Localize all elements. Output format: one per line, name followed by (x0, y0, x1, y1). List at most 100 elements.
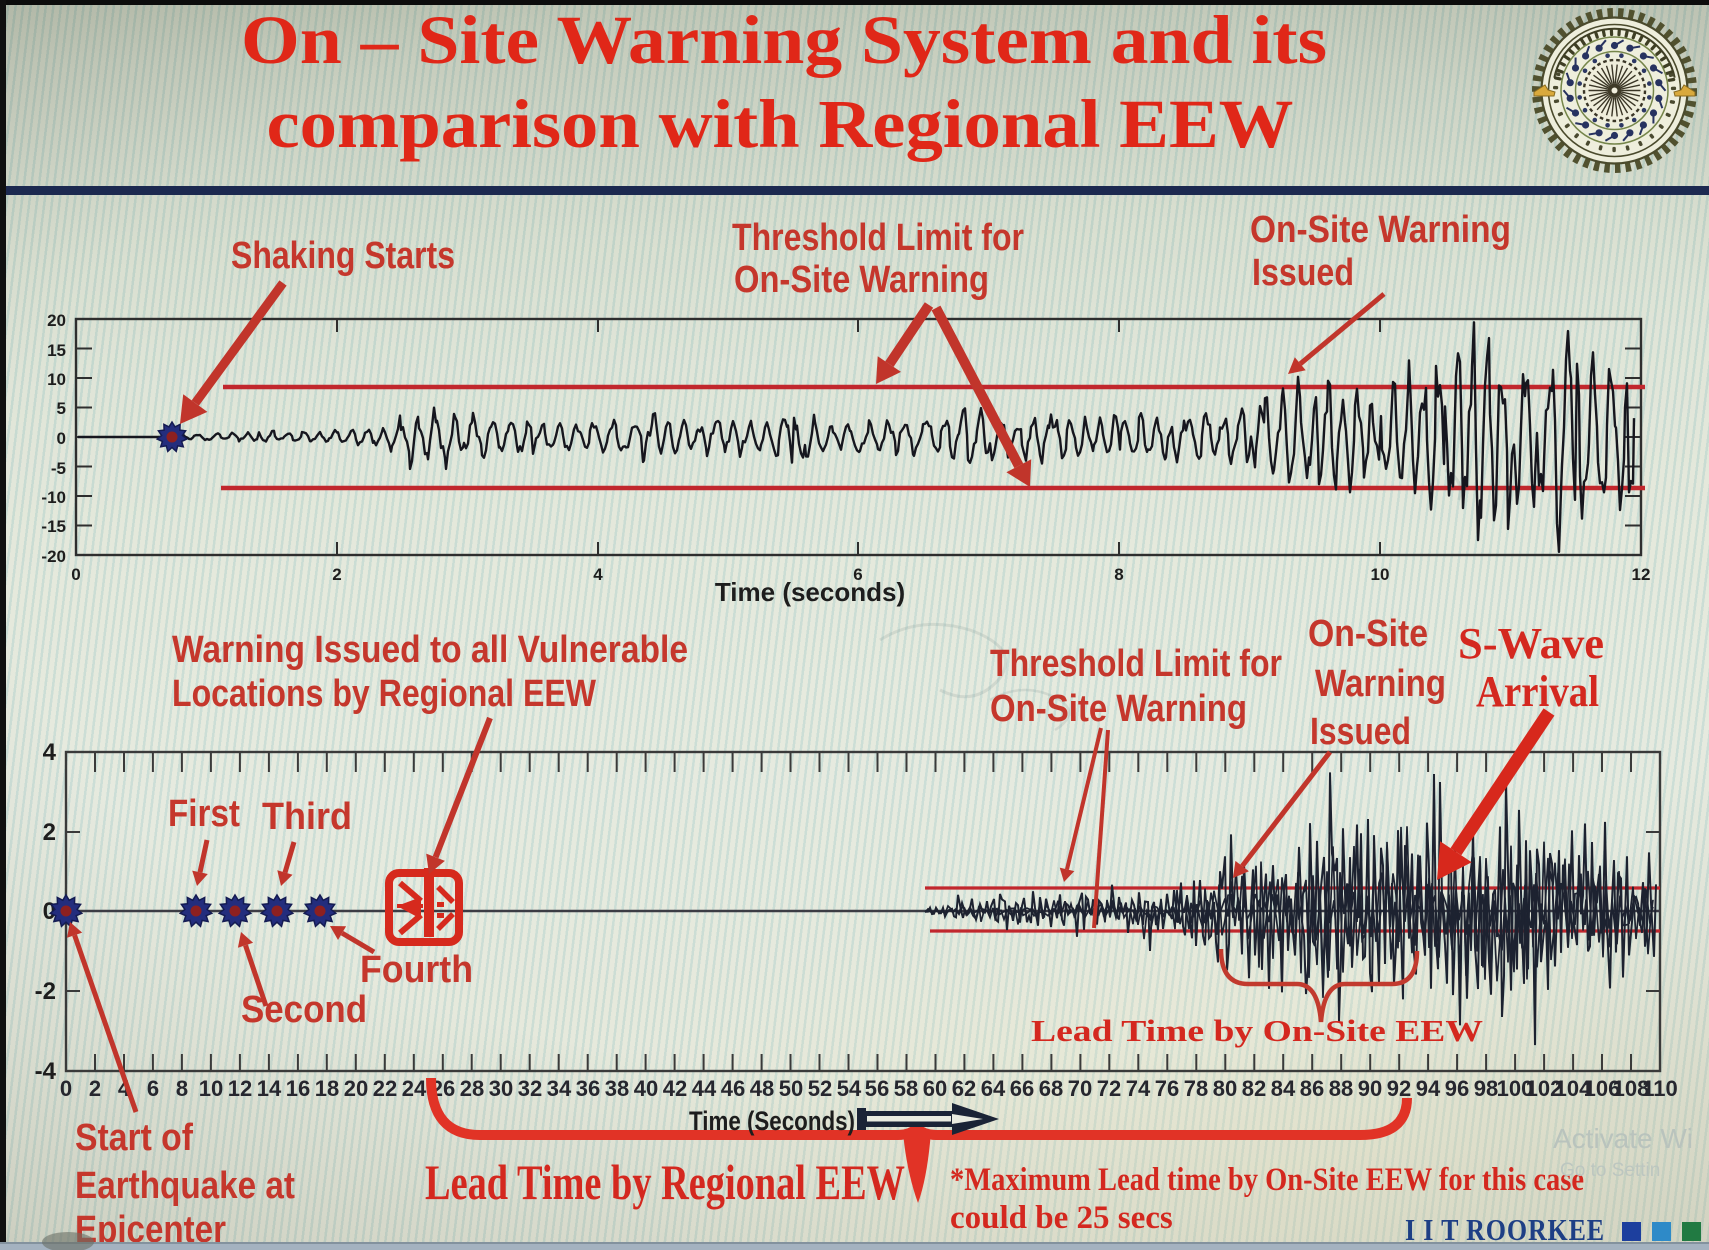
svg-text:104: 104 (1555, 1076, 1592, 1101)
svg-text:Start of: Start of (75, 1117, 193, 1159)
svg-text:-15: -15 (41, 517, 66, 536)
svg-text:44: 44 (692, 1076, 717, 1101)
svg-text:56: 56 (865, 1076, 889, 1101)
svg-text:On-Site: On-Site (1308, 613, 1428, 655)
svg-text:6: 6 (853, 565, 862, 584)
svg-text:46: 46 (721, 1076, 745, 1101)
svg-text:On-Site Warning: On-Site Warning (734, 259, 989, 301)
svg-text:0: 0 (71, 565, 80, 584)
svg-text:68: 68 (1039, 1076, 1063, 1101)
svg-text:-4: -4 (35, 1058, 57, 1085)
svg-text:14: 14 (257, 1076, 282, 1101)
svg-text:94: 94 (1416, 1076, 1441, 1101)
svg-text:Fourth: Fourth (360, 949, 473, 991)
svg-text:-10: -10 (41, 488, 66, 507)
svg-text:Lead Time by On-Site EEW: Lead Time by On-Site EEW (1031, 1013, 1483, 1048)
svg-text:72: 72 (1097, 1076, 1121, 1101)
svg-text:-20: -20 (41, 547, 66, 566)
svg-text:64: 64 (981, 1076, 1006, 1101)
svg-text:Warning Issued to all Vulnerab: Warning Issued to all Vulnerable (172, 629, 688, 671)
svg-text:48: 48 (750, 1076, 774, 1101)
svg-text:84: 84 (1271, 1076, 1296, 1101)
svg-text:Earthquake at: Earthquake at (75, 1165, 295, 1207)
svg-text:102: 102 (1526, 1076, 1563, 1101)
svg-text:52: 52 (808, 1076, 832, 1101)
svg-text:40: 40 (634, 1076, 658, 1101)
svg-text:24: 24 (402, 1076, 427, 1101)
svg-text:10: 10 (47, 370, 66, 389)
svg-text:60: 60 (923, 1076, 947, 1101)
svg-text:70: 70 (1068, 1076, 1092, 1101)
svg-text:On – Site Warning System and i: On – Site Warning System and its (241, 2, 1327, 78)
svg-text:38: 38 (605, 1076, 629, 1101)
svg-text:Issued: Issued (1310, 711, 1411, 753)
svg-text:4: 4 (593, 565, 603, 584)
svg-text:66: 66 (1010, 1076, 1034, 1101)
svg-text:18: 18 (315, 1076, 339, 1101)
svg-text:34: 34 (547, 1076, 572, 1101)
svg-text:On-Site Warning: On-Site Warning (1250, 209, 1511, 251)
svg-text:Time (Seconds): Time (Seconds) (689, 1106, 855, 1136)
svg-text:78: 78 (1184, 1076, 1208, 1101)
svg-text:-5: -5 (51, 459, 66, 478)
svg-text:106: 106 (1584, 1076, 1621, 1101)
svg-text:I I T ROORKEE: I I T ROORKEE (1405, 1212, 1605, 1247)
svg-text:12: 12 (1632, 565, 1651, 584)
svg-text:Warning: Warning (1315, 663, 1446, 705)
svg-text:Lead Time by Regional EEW: Lead Time by Regional EEW (425, 1154, 905, 1210)
svg-text:82: 82 (1242, 1076, 1266, 1101)
svg-text:90: 90 (1358, 1076, 1382, 1101)
svg-text:88: 88 (1329, 1076, 1353, 1101)
svg-text:2: 2 (89, 1076, 101, 1101)
svg-text:5: 5 (57, 399, 66, 418)
svg-text:-2: -2 (35, 978, 56, 1005)
svg-text:could be 25 secs: could be 25 secs (950, 1200, 1173, 1236)
svg-text:58: 58 (894, 1076, 918, 1101)
svg-text:74: 74 (1126, 1076, 1151, 1101)
svg-text:32: 32 (518, 1076, 542, 1101)
svg-text:0: 0 (60, 1076, 72, 1101)
svg-text:Time (seconds): Time (seconds) (715, 577, 905, 607)
svg-text:12: 12 (228, 1076, 252, 1101)
svg-text:80: 80 (1213, 1076, 1237, 1101)
svg-text:0: 0 (57, 429, 66, 448)
svg-text:Locations by Regional EEW: Locations by Regional EEW (172, 673, 596, 715)
svg-text:30: 30 (489, 1076, 513, 1101)
svg-text:Shaking Starts: Shaking Starts (231, 235, 455, 277)
svg-text:*Maximum Lead time by On-Site: *Maximum Lead time by On-Site EEW for th… (950, 1162, 1584, 1198)
svg-text:76: 76 (1155, 1076, 1179, 1101)
svg-text:8: 8 (176, 1076, 188, 1101)
svg-text:22: 22 (373, 1076, 397, 1101)
svg-text:10: 10 (199, 1076, 223, 1101)
svg-text:50: 50 (779, 1076, 803, 1101)
svg-text:Activate Wi: Activate Wi (1553, 1123, 1693, 1154)
svg-text:On-Site Warning: On-Site Warning (990, 688, 1247, 730)
svg-text:110: 110 (1642, 1076, 1678, 1101)
svg-text:comparison with Regional EEW: comparison with Regional EEW (267, 86, 1294, 162)
svg-text:28: 28 (460, 1076, 484, 1101)
svg-text:15: 15 (47, 341, 66, 360)
svg-text:S-Wave: S-Wave (1458, 619, 1604, 668)
svg-text:4: 4 (43, 739, 57, 766)
svg-text:100: 100 (1497, 1076, 1534, 1101)
svg-text:20: 20 (47, 311, 66, 330)
svg-text:2: 2 (332, 565, 341, 584)
svg-text:Threshold Limit for: Threshold Limit for (990, 643, 1282, 685)
svg-text:62: 62 (952, 1076, 976, 1101)
svg-text:36: 36 (576, 1076, 600, 1101)
svg-text:96: 96 (1445, 1076, 1469, 1101)
svg-text:Arrival: Arrival (1476, 667, 1599, 716)
svg-text:108: 108 (1613, 1076, 1650, 1101)
svg-text:6: 6 (147, 1076, 159, 1101)
svg-text:8: 8 (1114, 565, 1123, 584)
svg-text:92: 92 (1387, 1076, 1411, 1101)
svg-text:10: 10 (1371, 565, 1390, 584)
svg-text:54: 54 (837, 1076, 862, 1101)
svg-text:86: 86 (1300, 1076, 1324, 1101)
svg-text:Threshold Limit for: Threshold Limit for (732, 217, 1024, 259)
svg-text:16: 16 (286, 1076, 310, 1101)
svg-text:2: 2 (43, 819, 56, 846)
svg-text:20: 20 (344, 1076, 368, 1101)
svg-text:First: First (168, 793, 240, 835)
svg-text:Go to Settin: Go to Settin (1560, 1160, 1660, 1181)
